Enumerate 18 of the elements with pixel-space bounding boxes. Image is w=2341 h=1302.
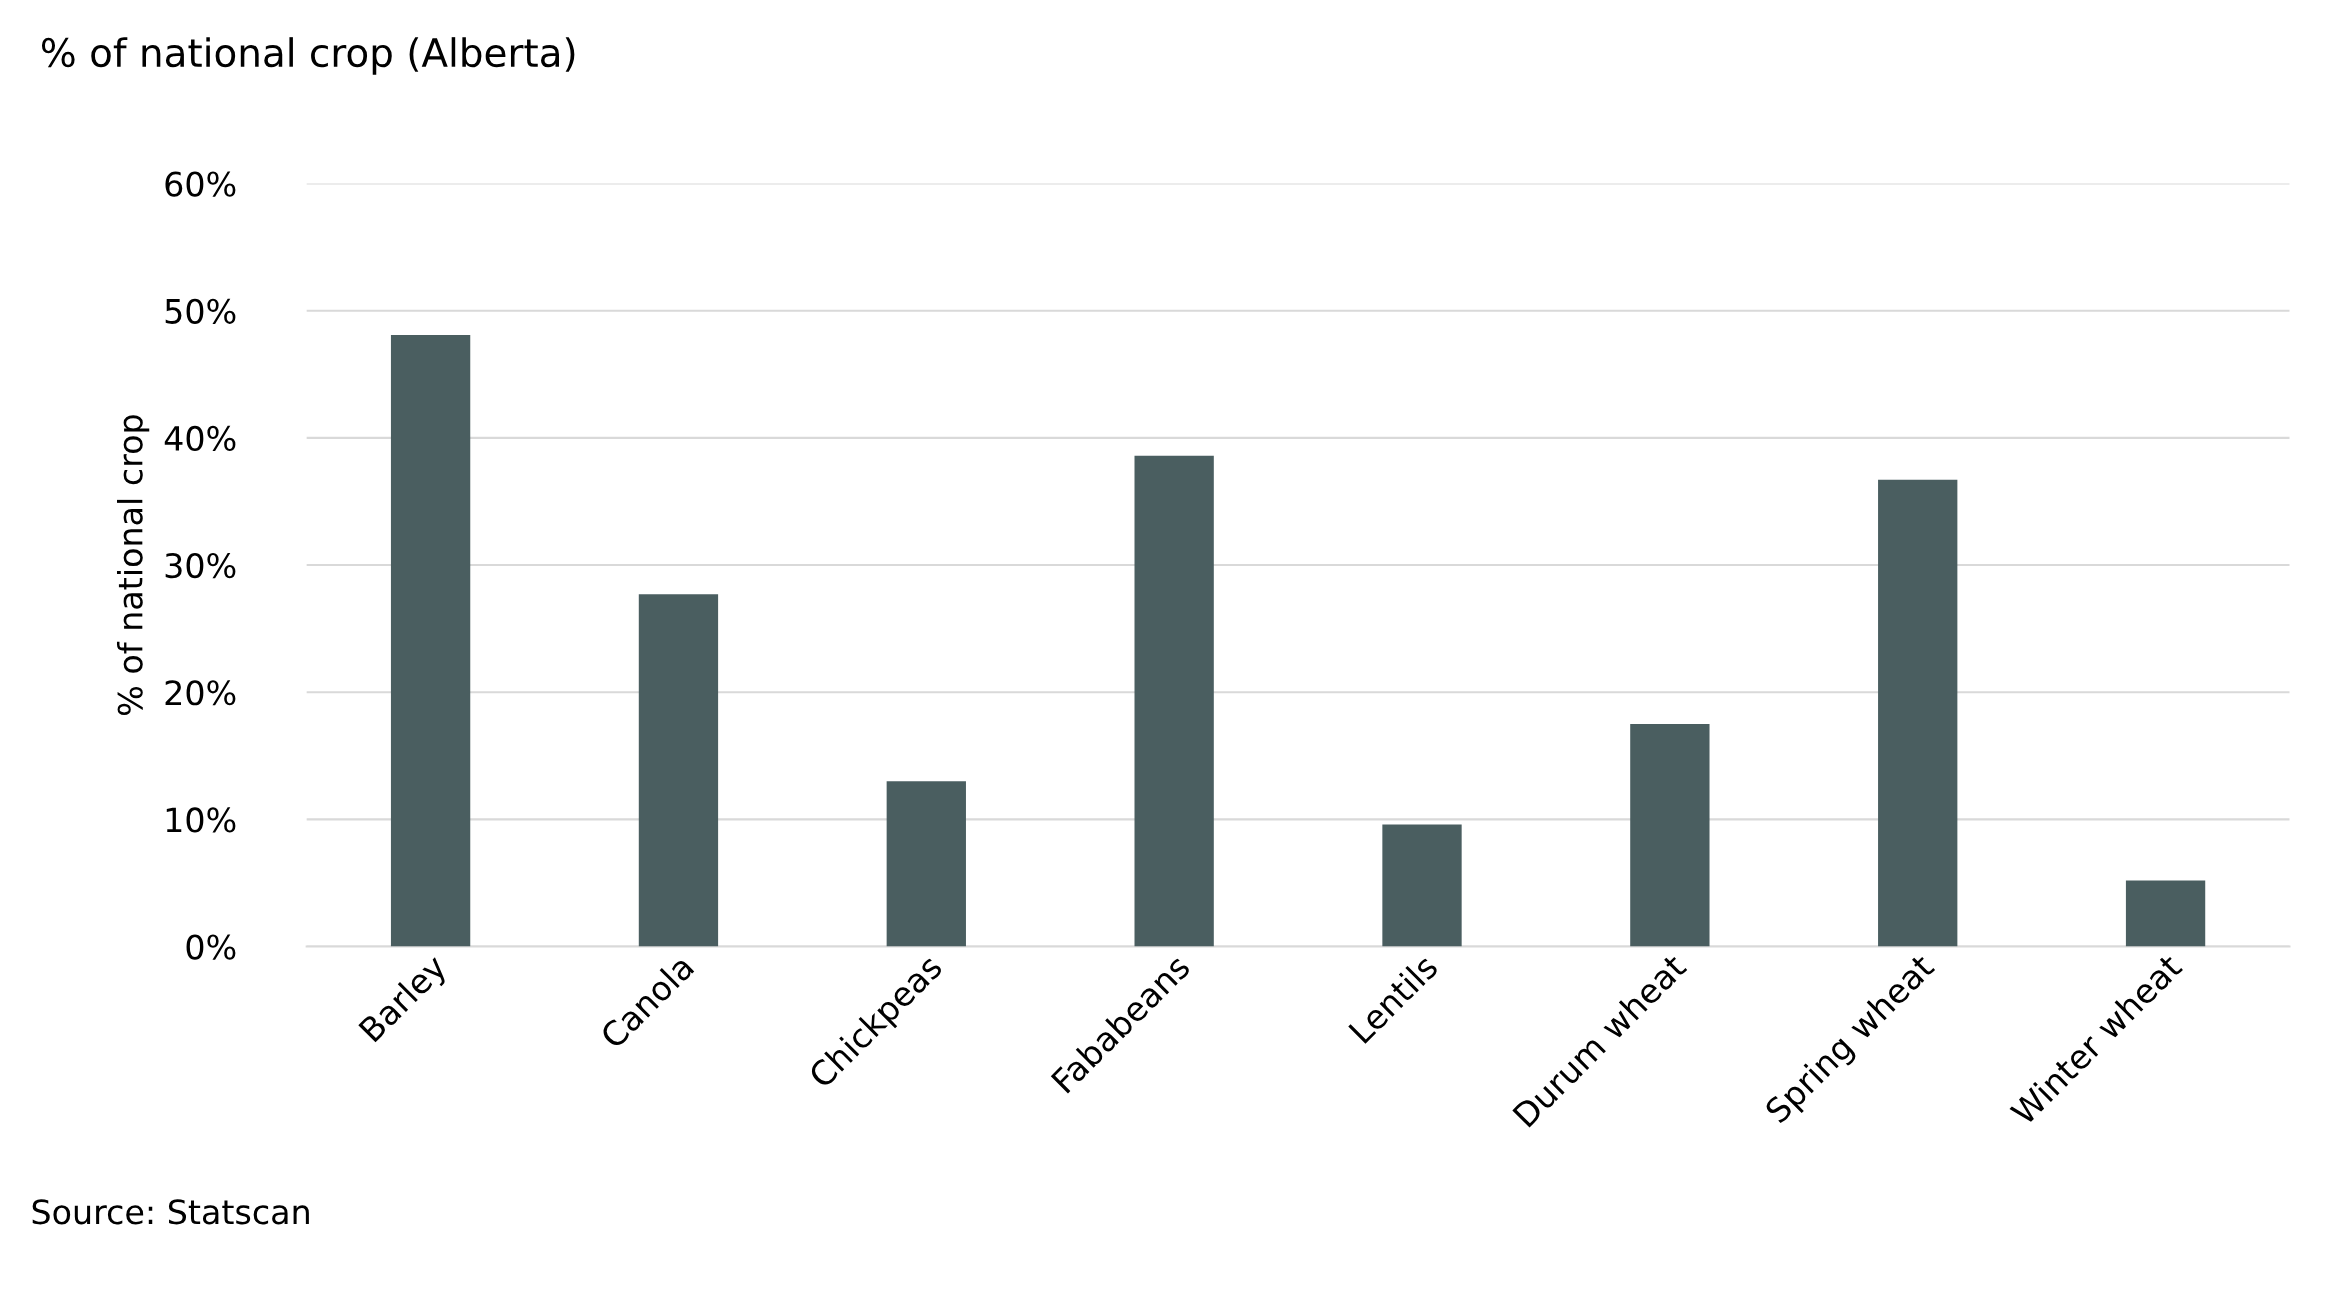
- y-tick-label: 40%: [164, 425, 236, 452]
- bar: [390, 334, 471, 947]
- bar: [1878, 479, 1958, 947]
- bar: [1630, 724, 1710, 947]
- y-axis-title: % of national crop: [116, 415, 150, 715]
- y-tick-label: 50%: [165, 298, 236, 324]
- y-tick-label: 10%: [166, 807, 236, 833]
- y-tick-label: 60%: [165, 171, 236, 197]
- y-tick-label: 20%: [165, 680, 236, 706]
- source-note: Source: Statscan: [32, 1199, 309, 1225]
- y-tick-label: 30%: [165, 552, 236, 579]
- chart-title: % of national crop (Alberta): [41, 37, 575, 75]
- bar: [886, 781, 966, 947]
- y-tick-label: 0%: [186, 934, 236, 960]
- bar: [638, 594, 719, 947]
- bar: [1382, 824, 1462, 947]
- bar: [1134, 455, 1214, 947]
- bar: [2125, 880, 2206, 947]
